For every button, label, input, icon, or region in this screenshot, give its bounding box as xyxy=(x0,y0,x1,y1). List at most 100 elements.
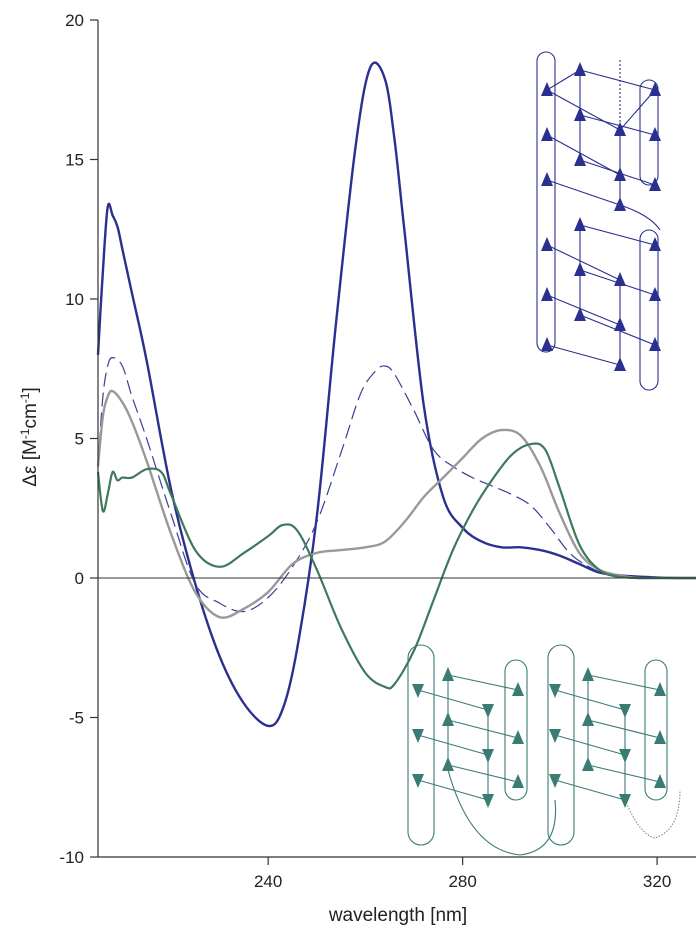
inset-blue-strand xyxy=(546,244,621,281)
inset-teal-strand xyxy=(417,779,489,801)
up-triangle-icon xyxy=(614,167,626,181)
inset-teal-strand xyxy=(447,719,519,739)
up-triangle-icon xyxy=(541,127,553,141)
inset-teal-loop xyxy=(407,644,435,846)
inset-blue-strand xyxy=(546,69,581,91)
down-triangle-icon xyxy=(549,774,561,788)
up-triangle-icon xyxy=(442,757,454,771)
series-line-gray-solid xyxy=(96,389,696,619)
inset-blue-strand xyxy=(619,89,656,131)
inset-blue-strand xyxy=(579,159,656,186)
up-triangle-icon xyxy=(574,62,586,76)
up-triangle-icon xyxy=(541,337,553,351)
x-axis-label: wavelength [nm] xyxy=(328,905,467,925)
inset-teal-strand xyxy=(417,689,489,711)
up-triangle-icon xyxy=(614,197,626,211)
up-triangle-icon xyxy=(582,667,594,681)
inset-teal-loop xyxy=(447,769,557,856)
up-triangle-icon xyxy=(574,262,586,276)
down-triangle-icon xyxy=(549,684,561,698)
down-triangle-icon xyxy=(412,729,424,743)
up-triangle-icon xyxy=(574,152,586,166)
x-tick-layer: 240 280 320 xyxy=(254,857,671,891)
inset-blue-strand xyxy=(546,344,621,366)
blue-quadruplex-inset xyxy=(536,51,661,391)
inset-teal-strand xyxy=(554,734,626,756)
up-triangle-icon xyxy=(649,127,661,141)
down-triangle-icon xyxy=(482,794,494,808)
inset-blue-strand xyxy=(546,134,621,176)
down-triangle-icon xyxy=(412,774,424,788)
up-triangle-icon xyxy=(541,82,553,96)
up-triangle-icon xyxy=(582,757,594,771)
up-triangle-icon xyxy=(512,682,524,696)
up-triangle-icon xyxy=(654,682,666,696)
inset-blue-strand xyxy=(579,224,656,246)
y-tick-layer: -10 -5 0 5 10 15 20 xyxy=(59,11,98,867)
inset-blue-triangles xyxy=(541,62,661,371)
y-tick-label: 15 xyxy=(65,151,84,170)
inset-teal-loop xyxy=(504,659,528,801)
teal-quadruplex-inset xyxy=(407,644,681,856)
inset-blue-strand xyxy=(546,179,621,206)
inset-teal-dotted-loop xyxy=(624,789,681,839)
inset-teal-loop xyxy=(644,659,668,801)
y-tick-label: 20 xyxy=(65,11,84,30)
up-triangle-icon xyxy=(442,712,454,726)
x-tick-label: 320 xyxy=(643,872,671,891)
inset-teal-strand xyxy=(587,674,661,691)
inset-teal-strand xyxy=(554,779,626,801)
inset-teal-strand xyxy=(447,764,519,783)
inset-blue-strand xyxy=(546,294,621,326)
up-triangle-icon xyxy=(541,287,553,301)
up-triangle-icon xyxy=(541,172,553,186)
inset-blue-loop xyxy=(619,204,661,231)
up-triangle-icon xyxy=(574,107,586,121)
up-triangle-icon xyxy=(574,307,586,321)
y-axis-label-sup1: -1 xyxy=(18,428,32,439)
up-triangle-icon xyxy=(649,237,661,251)
up-triangle-icon xyxy=(649,82,661,96)
y-axis-label-mid: cm xyxy=(20,403,41,428)
y-tick-label: -10 xyxy=(59,848,84,867)
inset-blue-strand xyxy=(546,89,621,131)
x-tick-label: 280 xyxy=(448,872,476,891)
down-triangle-icon xyxy=(482,704,494,718)
down-triangle-icon xyxy=(619,704,631,718)
inset-blue-loop xyxy=(639,229,659,391)
inset-blue-loop xyxy=(536,51,556,353)
up-triangle-icon xyxy=(574,217,586,231)
inset-teal-strand xyxy=(554,689,626,711)
up-triangle-icon xyxy=(541,237,553,251)
up-triangle-icon xyxy=(582,712,594,726)
series-line-blue-dashed xyxy=(97,357,696,613)
y-axis-label-sup2: -1 xyxy=(18,392,32,403)
series-line-blue-solid xyxy=(96,61,696,728)
inset-teal-triangles xyxy=(412,667,666,808)
series-layer xyxy=(96,61,696,728)
up-triangle-icon xyxy=(649,287,661,301)
axis-layer xyxy=(97,20,696,858)
y-tick-label: 5 xyxy=(75,430,84,449)
up-triangle-icon xyxy=(614,272,626,286)
up-triangle-icon xyxy=(654,774,666,788)
y-tick-label: -5 xyxy=(69,709,84,728)
down-triangle-icon xyxy=(482,749,494,763)
up-triangle-icon xyxy=(649,337,661,351)
inset-teal-strand xyxy=(447,674,519,691)
up-triangle-icon xyxy=(649,177,661,191)
inset-blue-strand xyxy=(579,114,656,136)
series-line-green-solid xyxy=(96,442,696,690)
y-tick-label: 10 xyxy=(65,290,84,309)
up-triangle-icon xyxy=(512,774,524,788)
up-triangle-icon xyxy=(614,122,626,136)
down-triangle-icon xyxy=(412,684,424,698)
down-triangle-icon xyxy=(619,749,631,763)
inset-blue-strand xyxy=(579,69,656,91)
y-axis-label-main: Δε [M xyxy=(20,439,41,487)
down-triangle-icon xyxy=(619,794,631,808)
up-triangle-icon xyxy=(512,730,524,744)
up-triangle-icon xyxy=(442,667,454,681)
